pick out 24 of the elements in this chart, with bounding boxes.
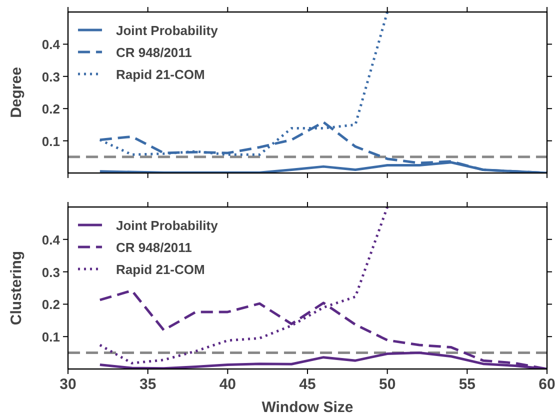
x-tick-label: 35 (139, 376, 156, 393)
x-tick-label: 30 (60, 376, 76, 393)
legend-label: Rapid 21-COM (116, 262, 205, 277)
y-tick-label: 0.3 (42, 264, 60, 280)
legend-label: Joint Probability (116, 23, 219, 38)
legend-label: CR 948/2011 (116, 240, 192, 255)
y-axis-title: Clustering (8, 250, 25, 326)
y-tick-label: 0.3 (42, 69, 60, 84)
x-tick-label: 40 (219, 376, 236, 393)
y-tick-label: 0.2 (42, 102, 60, 117)
y-tick-label: 0.1 (42, 134, 60, 149)
y-tick-label: 0.1 (42, 330, 60, 345)
legend-label: Joint Probability (116, 218, 219, 233)
legend-label: Rapid 21-COM (116, 67, 205, 82)
y-tick-label: 0.2 (42, 297, 60, 312)
x-tick-label: 60 (538, 376, 556, 393)
x-tick-label: 50 (378, 376, 396, 393)
y-tick-label: 0.4 (42, 232, 61, 248)
y-axis-title: Degree (8, 67, 25, 118)
x-axis-title: Window Size (262, 399, 354, 416)
x-tick-label: 45 (299, 376, 316, 393)
legend-label: CR 948/2011 (116, 45, 192, 60)
y-tick-label: 0.4 (42, 37, 61, 52)
x-tick-label: 55 (458, 376, 476, 393)
